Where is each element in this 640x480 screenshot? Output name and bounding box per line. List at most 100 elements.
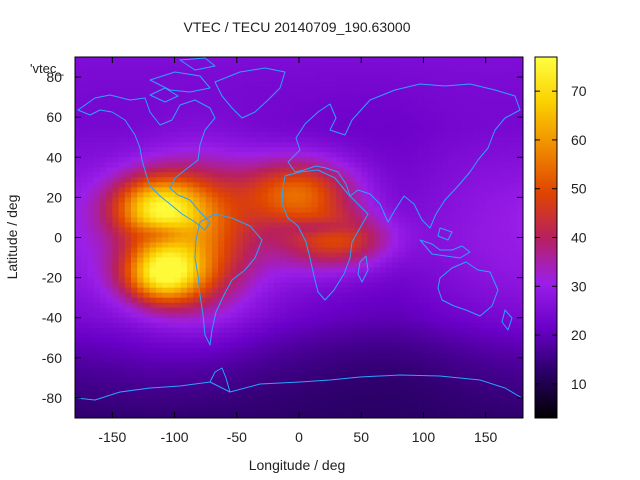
heatmap-cell — [75, 177, 82, 183]
heatmap-cell — [174, 232, 182, 239]
heatmap-cell — [342, 87, 350, 93]
heatmap-cell — [143, 87, 151, 93]
heatmap-cell — [454, 62, 462, 68]
heatmap-cell — [261, 137, 269, 143]
heatmap-cell — [504, 367, 512, 374]
heatmap-cell — [168, 207, 176, 214]
heatmap-cell — [174, 352, 182, 359]
heatmap-cell — [485, 242, 493, 249]
heatmap-cell — [193, 272, 201, 279]
heatmap-cell — [99, 382, 107, 389]
heatmap-cell — [485, 202, 493, 209]
heatmap-cell — [255, 217, 263, 224]
heatmap-cell — [435, 337, 443, 344]
heatmap-cell — [311, 77, 319, 83]
heatmap-cell — [299, 312, 306, 319]
heatmap-cell — [429, 182, 437, 188]
heatmap-cell — [124, 372, 132, 379]
heatmap-cell — [305, 222, 313, 229]
heatmap-cell — [218, 162, 225, 168]
heatmap-cell — [243, 132, 250, 138]
heatmap-cell — [317, 327, 325, 334]
heatmap-cell — [274, 307, 281, 314]
heatmap-cell — [292, 162, 300, 168]
heatmap-cell — [180, 227, 188, 234]
heatmap-cell — [411, 257, 418, 264]
heatmap-cell — [143, 307, 151, 314]
heatmap-cell — [510, 387, 518, 394]
heatmap-cell — [367, 397, 375, 404]
heatmap-cell — [423, 292, 431, 299]
heatmap-cell — [510, 337, 518, 344]
heatmap-cell — [386, 122, 393, 128]
heatmap-cell — [187, 207, 194, 214]
heatmap-cell — [442, 332, 449, 339]
heatmap-cell — [404, 337, 412, 344]
heatmap-cell — [323, 227, 331, 234]
heatmap-cell — [99, 212, 107, 219]
heatmap-cell — [261, 377, 269, 384]
heatmap-cell — [404, 132, 412, 138]
heatmap-cell — [205, 112, 213, 118]
heatmap-cell — [299, 172, 306, 178]
heatmap-cell — [106, 302, 113, 309]
heatmap-cell — [211, 77, 219, 83]
heatmap-cell — [386, 327, 393, 334]
heatmap-cell — [137, 327, 145, 334]
heatmap-cell — [93, 402, 101, 409]
heatmap-cell — [417, 57, 425, 63]
heatmap-cell — [149, 382, 157, 389]
heatmap-cell — [367, 337, 375, 344]
heatmap-cell — [292, 122, 300, 128]
heatmap-cell — [504, 327, 512, 334]
heatmap-cell — [485, 152, 493, 158]
heatmap-cell — [305, 232, 313, 239]
heatmap-cell — [392, 102, 400, 108]
heatmap-cell — [448, 227, 456, 234]
heatmap-cell — [392, 237, 400, 244]
heatmap-cell — [218, 342, 225, 349]
heatmap-cell — [348, 387, 356, 394]
heatmap-cell — [187, 312, 194, 319]
heatmap-cell — [386, 72, 393, 78]
heatmap-cell — [99, 322, 107, 329]
heatmap-cell — [93, 167, 101, 173]
heatmap-cell — [255, 127, 263, 133]
heatmap-cell — [473, 242, 481, 249]
heatmap-cell — [411, 147, 418, 153]
heatmap-cell — [367, 152, 375, 158]
heatmap-cell — [336, 327, 344, 334]
heatmap-cell — [355, 377, 362, 384]
heatmap-cell — [504, 372, 512, 379]
heatmap-cell — [504, 307, 512, 314]
heatmap-cell — [330, 347, 337, 354]
heatmap-cell — [75, 197, 82, 203]
heatmap-cell — [211, 242, 219, 249]
heatmap-cell — [342, 202, 350, 209]
heatmap-cell — [236, 137, 244, 143]
heatmap-cell — [106, 212, 113, 219]
heatmap-cell — [435, 142, 443, 148]
heatmap-cell — [292, 297, 300, 304]
heatmap-cell — [124, 57, 132, 63]
heatmap-cell — [280, 387, 288, 394]
heatmap-cell — [423, 227, 431, 234]
heatmap-cell — [498, 92, 505, 98]
heatmap-cell — [336, 312, 344, 319]
heatmap-cell — [205, 257, 213, 264]
heatmap-cell — [460, 87, 468, 93]
heatmap-cell — [211, 327, 219, 334]
heatmap-cell — [286, 147, 294, 153]
heatmap-cell — [479, 77, 487, 83]
heatmap-cell — [330, 187, 337, 193]
heatmap-cell — [174, 312, 182, 319]
heatmap-cell — [361, 122, 369, 128]
heatmap-cell — [299, 82, 306, 88]
heatmap-cell — [330, 147, 337, 153]
heatmap-cell — [255, 317, 263, 324]
heatmap-cell — [75, 287, 82, 294]
heatmap-cell — [448, 237, 456, 244]
heatmap-cell — [311, 82, 319, 88]
heatmap-cell — [336, 202, 344, 209]
heatmap-cell — [292, 157, 300, 163]
